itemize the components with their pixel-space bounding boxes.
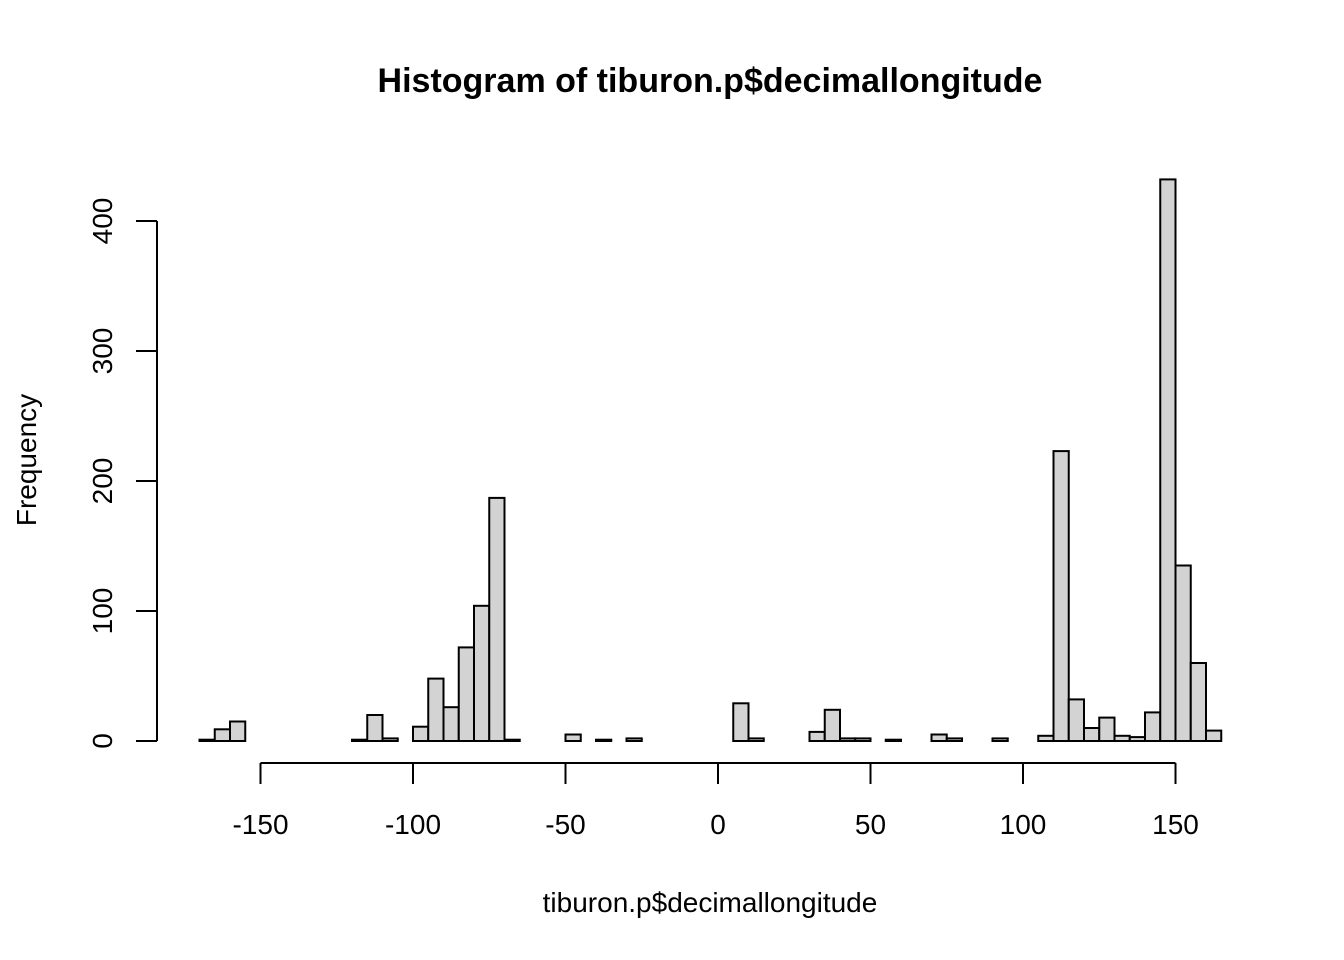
y-tick-label: 100	[87, 588, 118, 635]
x-axis-label: tiburon.p$decimallongitude	[543, 887, 878, 918]
histogram-bar	[839, 737, 857, 743]
histogram-bar	[1205, 729, 1223, 742]
histogram-bar	[1083, 727, 1101, 742]
histogram-bar	[564, 733, 582, 742]
histogram-bar	[381, 737, 399, 743]
y-tick-label: 400	[87, 198, 118, 245]
histogram-bar	[366, 714, 384, 742]
y-tick-label: 300	[87, 328, 118, 375]
histogram-bar	[747, 737, 765, 743]
histogram-bar	[1067, 698, 1085, 743]
histogram-bar	[351, 738, 369, 743]
histogram-bar	[213, 728, 231, 742]
histogram-bar	[854, 737, 872, 743]
histogram-bar	[442, 706, 460, 743]
histogram-bar	[808, 730, 826, 743]
x-tick-label: -50	[545, 809, 585, 840]
x-tick-label: 100	[1000, 809, 1047, 840]
histogram-bar	[198, 738, 216, 743]
histogram-bar	[1174, 564, 1192, 742]
histogram-bar	[1128, 736, 1146, 742]
histogram-bar	[930, 733, 948, 742]
histogram-bar	[1144, 711, 1162, 743]
histogram-bar	[1159, 178, 1177, 742]
histogram-bar	[488, 496, 506, 742]
histogram-bars	[198, 178, 1223, 743]
x-tick-label: 0	[710, 809, 726, 840]
x-axis: -150 -100 -50 0 50 100 150	[232, 762, 1199, 840]
x-tick-label: -150	[232, 809, 288, 840]
histogram-bar	[1113, 734, 1131, 742]
y-tick-label: 200	[87, 458, 118, 505]
histogram-bar	[457, 646, 475, 743]
histogram-bar	[1189, 662, 1207, 742]
histogram-bar	[229, 720, 247, 742]
histogram-bar	[945, 737, 963, 743]
y-tick-label: 0	[87, 733, 118, 749]
histogram-bar	[595, 738, 613, 743]
x-tick-label: 50	[855, 809, 886, 840]
histogram-bar	[503, 738, 521, 743]
histogram-bar	[625, 737, 643, 743]
histogram-bar	[1098, 716, 1116, 742]
histogram-bar	[732, 702, 750, 742]
histogram-bar	[991, 737, 1009, 743]
y-axis: 0 100 200 300 400	[87, 198, 158, 749]
histogram-bar	[1037, 734, 1055, 742]
histogram-bar	[473, 604, 491, 742]
histogram-bar	[427, 677, 445, 742]
histogram-bar	[823, 708, 841, 742]
histogram-bar	[412, 725, 430, 743]
histogram-bar	[884, 738, 902, 743]
histogram-bar	[1052, 450, 1070, 742]
x-tick-label: 150	[1152, 809, 1199, 840]
x-tick-label: -100	[385, 809, 441, 840]
chart-title: Histogram of tiburon.p$decimallongitude	[378, 62, 1043, 100]
y-axis-label: Frequency	[11, 394, 42, 526]
